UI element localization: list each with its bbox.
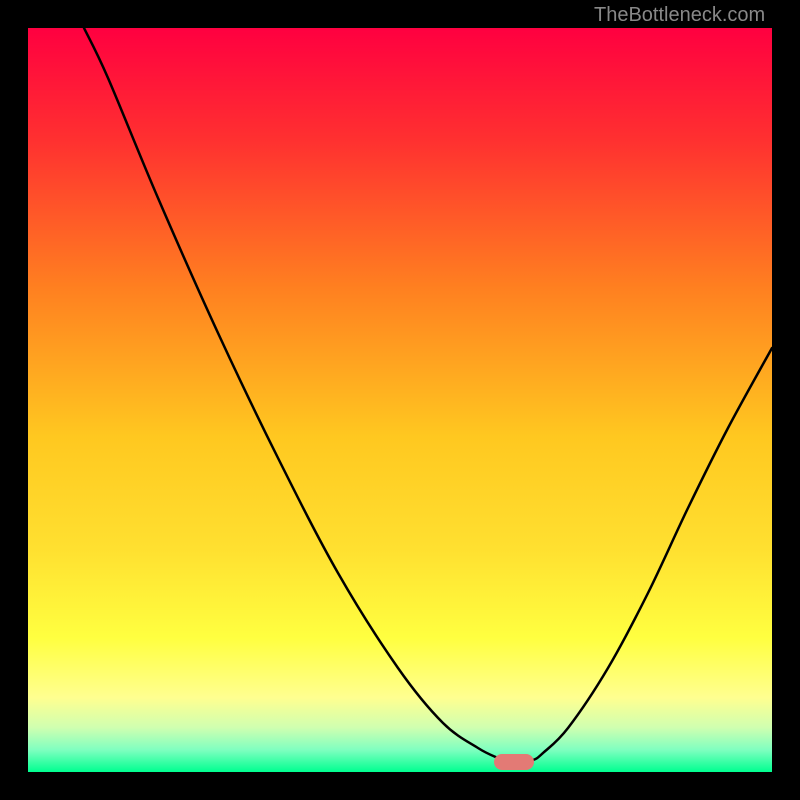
plot-area <box>28 28 772 772</box>
gradient-background <box>28 28 772 772</box>
bottleneck-marker <box>494 754 534 770</box>
watermark-text: TheBottleneck.com <box>594 4 765 27</box>
